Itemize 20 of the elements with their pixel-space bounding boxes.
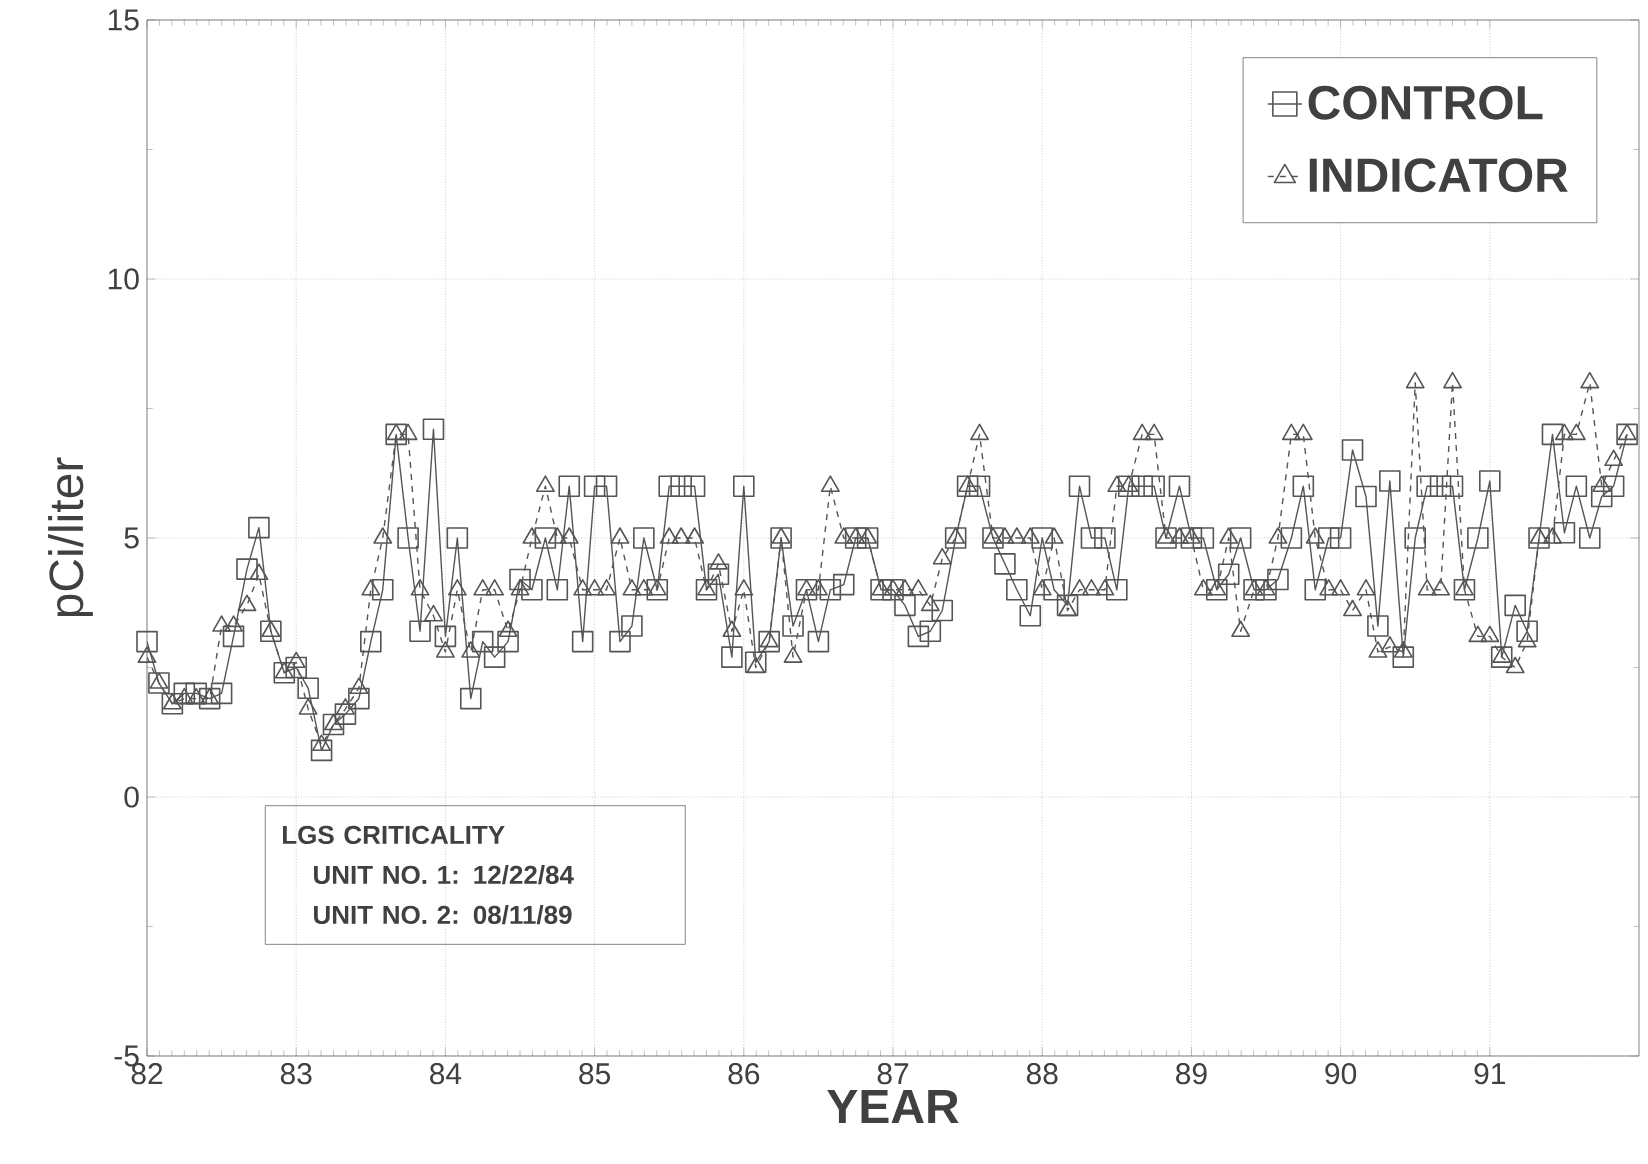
y-axis-title: pCi/liter — [48, 457, 93, 617]
x-tick-label: 91 — [1474, 1063, 1506, 1085]
y-tick-label: 15 — [108, 9, 139, 31]
annotation: UNIT NO. 2: 08/11/89 — [314, 904, 572, 925]
x-tick-label: 84 — [430, 1063, 462, 1085]
y-tick-label: 5 — [124, 527, 139, 549]
legend-label: INDICATOR — [1309, 158, 1568, 193]
legend-label: CONTROL — [1308, 85, 1543, 120]
y-tick-label: 0 — [124, 786, 139, 808]
x-tick-label: 88 — [1026, 1063, 1058, 1085]
x-tick-label: 83 — [280, 1063, 312, 1085]
x-tick-label: 87 — [877, 1063, 909, 1085]
x-tick-label: 85 — [579, 1063, 611, 1085]
y-tick-label: 10 — [108, 268, 139, 290]
annotation: LGS CRITICALITY — [282, 825, 505, 845]
annotation: UNIT NO. 1: 12/22/84 — [314, 864, 574, 885]
x-tick-label: 86 — [728, 1063, 760, 1085]
x-axis-title: YEAR — [827, 1090, 959, 1124]
x-tick-label: 89 — [1176, 1063, 1207, 1085]
x-tick-label: 90 — [1325, 1063, 1357, 1085]
